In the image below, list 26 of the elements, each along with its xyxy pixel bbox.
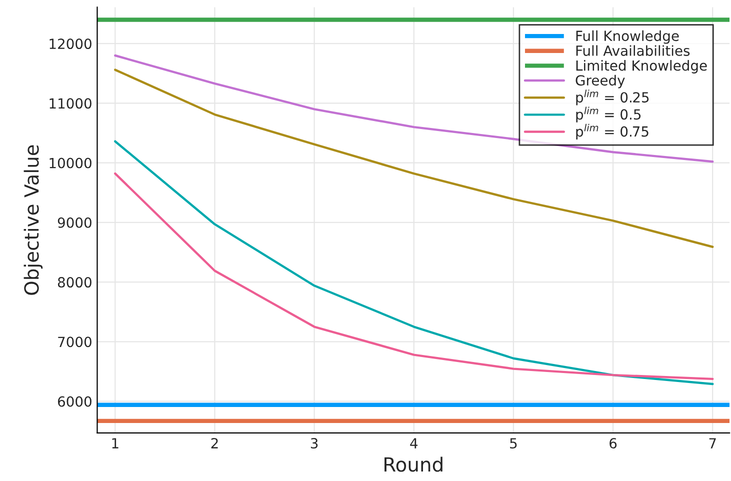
x-tick-label: 5	[510, 438, 517, 449]
x-tick-label: 3	[310, 438, 318, 449]
x-tick-label: 2	[211, 438, 218, 448]
y-tick-label: 9000	[58, 217, 92, 228]
y-tick-label: 8000	[58, 277, 92, 288]
y-tick-label: 10000	[50, 158, 92, 168]
line-series	[114, 140, 714, 386]
line-series	[114, 54, 714, 163]
x-tick-label: 6	[610, 438, 617, 449]
legend-label: p$^{lim}$ = 0.25	[576, 90, 649, 106]
legend-label: Greedy	[576, 74, 625, 88]
y-tick-label: 7000	[58, 336, 92, 348]
legend-label: Full Knowledge	[576, 30, 679, 44]
x-axis-title: Round	[384, 456, 442, 472]
line-series	[114, 172, 714, 380]
legend-label: p$^{lim}$ = 0.5	[576, 106, 641, 122]
y-tick-label: 12000	[50, 38, 92, 50]
legend-label: Limited Knowledge	[576, 60, 707, 74]
x-tick-label: 7	[709, 438, 716, 448]
y-tick-label: 11000	[50, 98, 92, 109]
y-axis-title: Objective Value	[24, 145, 43, 295]
x-tick-label: 1	[112, 438, 118, 448]
x-tick-label: 4	[410, 438, 418, 448]
y-tick-label: 6000	[58, 396, 92, 407]
legend-label: p$^{lim}$ = 0.75	[576, 124, 648, 140]
legend-label: Full Availabilities	[576, 45, 690, 56]
